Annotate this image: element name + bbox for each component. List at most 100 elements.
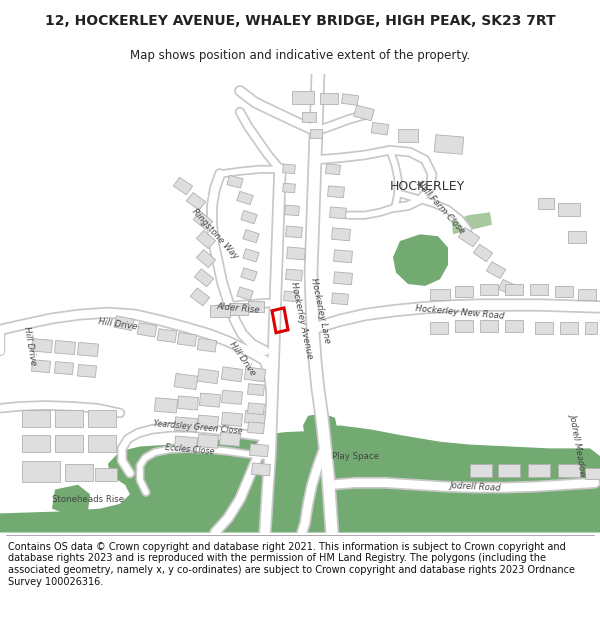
Polygon shape xyxy=(221,390,242,404)
Polygon shape xyxy=(585,322,597,334)
Polygon shape xyxy=(197,434,218,448)
Polygon shape xyxy=(558,464,580,477)
Polygon shape xyxy=(88,435,116,452)
Polygon shape xyxy=(283,164,295,174)
Polygon shape xyxy=(55,435,83,452)
Polygon shape xyxy=(480,321,498,332)
Polygon shape xyxy=(177,332,197,346)
Polygon shape xyxy=(194,269,214,287)
Text: Hall Farm Close: Hall Farm Close xyxy=(414,179,466,236)
Polygon shape xyxy=(157,329,177,342)
Polygon shape xyxy=(244,411,266,424)
Polygon shape xyxy=(210,305,230,318)
Polygon shape xyxy=(334,272,352,285)
Polygon shape xyxy=(197,369,219,384)
Polygon shape xyxy=(250,444,268,457)
Polygon shape xyxy=(332,293,349,305)
Polygon shape xyxy=(55,362,73,374)
Text: Hockerley New Road: Hockerley New Road xyxy=(415,304,505,321)
Text: HOCKERLEY: HOCKERLEY xyxy=(390,180,465,193)
Polygon shape xyxy=(505,321,523,332)
Polygon shape xyxy=(371,122,389,135)
Polygon shape xyxy=(193,211,212,229)
Polygon shape xyxy=(31,339,53,352)
Text: Yeardsley Green Close: Yeardsley Green Close xyxy=(153,419,243,436)
Polygon shape xyxy=(237,287,253,300)
Text: Hockerley Lane: Hockerley Lane xyxy=(308,278,331,344)
Polygon shape xyxy=(286,269,302,281)
Polygon shape xyxy=(538,198,554,209)
Text: Contains OS data © Crown copyright and database right 2021. This information is : Contains OS data © Crown copyright and d… xyxy=(8,542,575,586)
Polygon shape xyxy=(244,367,266,382)
Polygon shape xyxy=(22,461,60,482)
Polygon shape xyxy=(95,468,117,481)
Text: Jodrell Meadow: Jodrell Meadow xyxy=(568,412,588,477)
Polygon shape xyxy=(175,417,197,432)
Polygon shape xyxy=(199,393,221,407)
Polygon shape xyxy=(354,105,374,121)
Polygon shape xyxy=(585,468,600,479)
Polygon shape xyxy=(578,289,596,300)
Polygon shape xyxy=(310,129,322,138)
Polygon shape xyxy=(227,176,243,188)
Polygon shape xyxy=(77,364,97,378)
Polygon shape xyxy=(32,360,50,372)
Polygon shape xyxy=(434,135,464,154)
Polygon shape xyxy=(287,247,305,260)
Polygon shape xyxy=(283,183,295,192)
Polygon shape xyxy=(558,202,580,216)
Polygon shape xyxy=(88,410,116,428)
Polygon shape xyxy=(302,112,316,121)
Polygon shape xyxy=(187,192,206,210)
Polygon shape xyxy=(303,413,338,444)
Polygon shape xyxy=(190,288,209,306)
Polygon shape xyxy=(334,250,352,262)
Text: Alder Rise: Alder Rise xyxy=(216,301,260,314)
Polygon shape xyxy=(458,228,480,247)
Polygon shape xyxy=(65,464,93,481)
Polygon shape xyxy=(480,284,498,296)
Polygon shape xyxy=(248,403,265,414)
Polygon shape xyxy=(284,291,298,302)
Text: Ringstone Way: Ringstone Way xyxy=(190,208,240,261)
Polygon shape xyxy=(499,279,517,295)
Polygon shape xyxy=(221,367,243,382)
Polygon shape xyxy=(196,231,215,249)
Polygon shape xyxy=(328,186,344,198)
Polygon shape xyxy=(221,412,242,426)
Polygon shape xyxy=(487,262,506,279)
Polygon shape xyxy=(55,410,83,428)
Text: Play Space: Play Space xyxy=(331,451,379,461)
Polygon shape xyxy=(568,231,586,243)
Polygon shape xyxy=(52,485,90,515)
Polygon shape xyxy=(243,249,259,262)
Polygon shape xyxy=(0,426,600,532)
Polygon shape xyxy=(174,373,198,389)
Polygon shape xyxy=(251,463,271,476)
Polygon shape xyxy=(173,177,193,195)
Polygon shape xyxy=(320,93,338,104)
Text: Stoneheads Rise: Stoneheads Rise xyxy=(52,494,124,504)
Text: Hill Drive: Hill Drive xyxy=(22,326,38,366)
Polygon shape xyxy=(196,249,215,268)
Polygon shape xyxy=(455,321,473,332)
Polygon shape xyxy=(178,396,199,410)
Polygon shape xyxy=(220,432,241,446)
Polygon shape xyxy=(230,303,248,314)
Polygon shape xyxy=(284,205,299,216)
Polygon shape xyxy=(292,91,314,104)
Polygon shape xyxy=(535,322,553,334)
Polygon shape xyxy=(430,289,450,300)
Polygon shape xyxy=(470,464,492,477)
Polygon shape xyxy=(430,322,448,334)
Polygon shape xyxy=(22,410,50,428)
Polygon shape xyxy=(393,234,448,286)
Polygon shape xyxy=(505,284,523,296)
Polygon shape xyxy=(455,286,473,298)
Polygon shape xyxy=(452,213,492,234)
Polygon shape xyxy=(248,422,265,434)
Polygon shape xyxy=(528,464,550,477)
Polygon shape xyxy=(55,341,76,354)
Polygon shape xyxy=(341,94,359,106)
Polygon shape xyxy=(114,316,134,331)
